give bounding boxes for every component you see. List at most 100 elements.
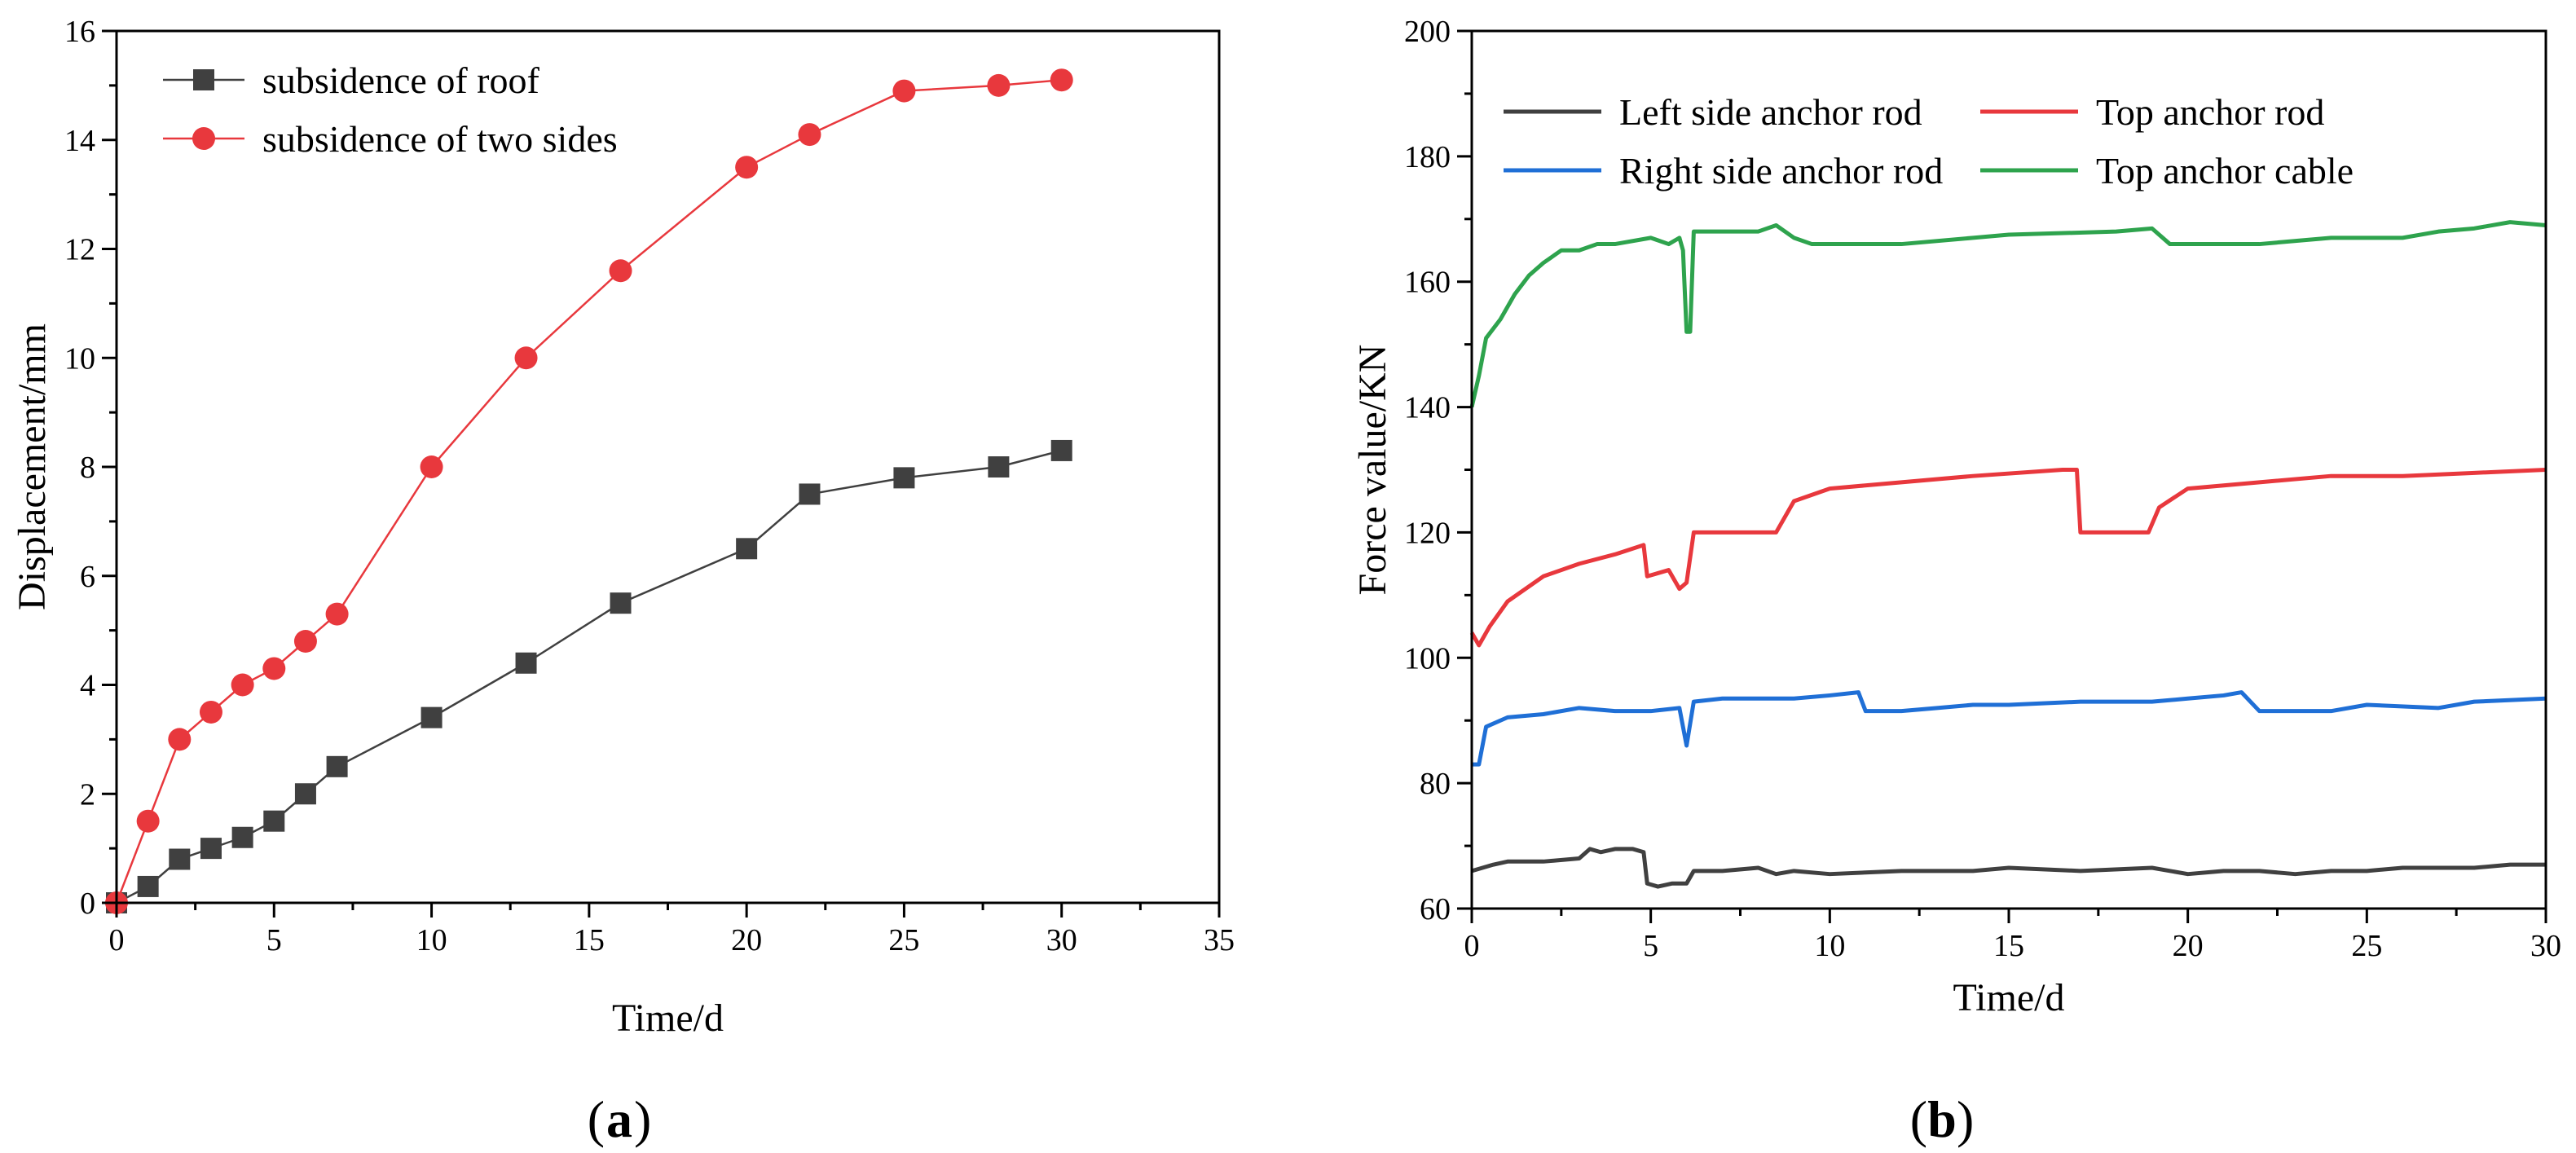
panel-a-series-subsidence-of-two-sides-point (798, 123, 821, 147)
panel-a-series-subsidence-of-two-sides-point (168, 728, 192, 751)
panel-b-x-tick-label: 0 (1464, 929, 1480, 963)
panel-b-series-right-side-anchor-rod-line (1472, 690, 2547, 767)
panel-a-x-tick-label: 0 (109, 923, 125, 957)
panel-a-series-subsidence-of-two-sides (105, 68, 1073, 914)
panel-a-axes-layer: 0 5 10 15 20 25 30 35 0 2 4 6 8 10 12 14 16 (64, 15, 1235, 957)
panel-b-y-axis-title: Force value/KN (1351, 345, 1394, 596)
panel-a-y-axis-title: Displacement/mm (11, 323, 54, 610)
panel-b-series-layer (1469, 220, 2547, 889)
panel-a-series-subsidence-of-two-sides-point (231, 673, 254, 697)
panel-b-legend-label: Left side anchor rod (1619, 91, 1922, 133)
panel-b-axes-layer: 0 5 10 15 20 25 30 60 80 100 120 140 160 180 200 (1404, 15, 2561, 963)
panel-b-legend-label: Top anchor rod (2096, 91, 2324, 133)
panel-b-series-top-anchor-rod (1469, 468, 2547, 648)
panel-a-series-subsidence-of-roof-point (421, 706, 443, 728)
panel-a-series-subsidence-of-two-sides-point (1050, 68, 1073, 92)
panel-b-legend-entry-left-side-anchor-rod: Left side anchor rod (1504, 91, 1922, 133)
panel-a-series-subsidence-of-roof-point (169, 848, 191, 870)
panel-a-series-subsidence-of-roof-point (893, 467, 915, 489)
panel-a-x-tick-label: 5 (266, 923, 282, 957)
panel-a-x-tick-label: 25 (888, 923, 919, 957)
panel-a-series-subsidence-of-roof-point (799, 483, 821, 505)
panel-a-series-subsidence-of-two-sides-line (115, 78, 1062, 904)
panel-a-legend-swatch-marker (193, 69, 214, 90)
panel-a-label-open-paren: ( (588, 1090, 605, 1148)
panel-a-legend-entry-subsidence-of-two-sides: subsidence of two sides (163, 118, 618, 160)
panel-a-series-subsidence-of-roof-point (988, 456, 1010, 477)
panel-a-series-subsidence-of-two-sides-point (987, 73, 1011, 97)
panel-b-series-left-side-anchor-rod (1471, 847, 2546, 889)
panel-b-legend-entry-top-anchor-rod: Top anchor rod (1980, 91, 2324, 133)
panel-b-x-tick-label: 5 (1643, 929, 1658, 963)
panel-a-legend-entry-subsidence-of-roof: subsidence of roof (163, 59, 539, 101)
panel-a-series-subsidence-of-roof-line (116, 449, 1063, 904)
panel-a-series-subsidence-of-two-sides-point (514, 346, 538, 370)
panel-b-y-tick-label: 140 (1404, 391, 1451, 425)
panel-a-legend-label: subsidence of roof (262, 59, 539, 101)
panel-b-series-right-side-anchor-rod (1472, 690, 2547, 767)
panel-b-label-letter: b (1927, 1090, 1957, 1148)
panel-a-x-tick-label: 30 (1046, 923, 1077, 957)
panel-b-y-tick-label: 100 (1404, 641, 1451, 676)
panel-b-series-top-anchor-rod-line (1469, 468, 2547, 648)
panel-a-label-letter: a (606, 1090, 632, 1148)
panel-b-x-tick-label: 10 (1814, 929, 1845, 963)
panel-a-series-subsidence-of-roof-point (231, 826, 253, 848)
panel-a-series-subsidence-of-two-sides-point (136, 809, 160, 833)
panel-a-y-tick-label: 2 (80, 777, 95, 812)
panel-b-series-top-anchor-cable (1469, 220, 2547, 408)
panel-a-y-tick-label: 14 (64, 124, 95, 158)
panel-a-series-subsidence-of-two-sides-point (262, 657, 286, 680)
panel-a-y-tick-label: 8 (80, 451, 95, 485)
panel-a-x-axis-title: Time/d (612, 997, 724, 1040)
panel-a-y-tick-label: 12 (64, 233, 95, 267)
panel-a-series-subsidence-of-two-sides-point (609, 259, 632, 283)
panel-a-series-subsidence-of-two-sides-point (325, 602, 349, 626)
panel-a-series-subsidence-of-two-sides-point (420, 455, 443, 478)
panel-a-chart: 0 5 10 15 20 25 30 35 0 2 4 6 8 10 12 14 16 subsidence o… (11, 15, 1235, 1148)
panel-b-y-tick-label: 180 (1404, 140, 1451, 174)
panel-b-series-top-anchor-cable-line (1469, 220, 2547, 408)
panel-a-x-tick-label: 10 (416, 923, 447, 957)
panel-b-y-tick-label: 160 (1404, 266, 1451, 300)
panel-a-legend-swatch-marker (192, 127, 215, 150)
panel-a-legend-label: subsidence of two sides (262, 118, 618, 160)
panel-a-series-subsidence-of-two-sides-point (735, 156, 759, 179)
panel-a-series-subsidence-of-two-sides-point (293, 630, 317, 653)
panel-a-series-subsidence-of-roof-point (610, 592, 632, 614)
panel-a-x-tick-label: 20 (731, 923, 762, 957)
panel-b-y-tick-label: 80 (1420, 767, 1451, 801)
panel-b-x-tick-label: 20 (2173, 929, 2204, 963)
panel-b-y-tick-label: 120 (1404, 516, 1451, 550)
panel-a-y-tick-label: 16 (64, 15, 95, 49)
panel-b-x-tick-label: 15 (1993, 929, 2024, 963)
panel-b-chart: 0 5 10 15 20 25 30 60 80 100 120 140 160 180 200 Left … (1351, 15, 2561, 1148)
panel-b-x-tick-label: 30 (2530, 929, 2561, 963)
panel-a-y-tick-label: 0 (80, 887, 95, 921)
panel-b-legend: Left side anchor rod Top anchor rod Right … (1504, 91, 2354, 191)
panel-b-legend-label: Top anchor cable (2096, 150, 2354, 191)
panel-b-label: ( b ) (1910, 1090, 1975, 1148)
panel-b-legend-entry-right-side-anchor-rod: Right side anchor rod (1504, 150, 1943, 191)
panel-a-series-subsidence-of-roof-point (515, 652, 537, 674)
panel-b-y-tick-label: 60 (1420, 892, 1451, 926)
panel-b-label-open-paren: ( (1910, 1090, 1927, 1148)
panel-a-y-tick-label: 6 (80, 560, 95, 594)
panel-a-y-tick-label: 4 (80, 669, 95, 703)
panel-a-label: ( a ) (588, 1090, 652, 1148)
panel-b-label-close-paren: ) (1957, 1090, 1974, 1148)
panel-b-x-tick-label: 25 (2351, 929, 2382, 963)
panel-a-series-subsidence-of-roof-point (736, 538, 758, 560)
panel-a-y-tick-label: 10 (64, 341, 95, 376)
panel-a-x-tick-label: 35 (1204, 923, 1235, 957)
panel-a-series-subsidence-of-two-sides-point (892, 79, 916, 103)
panel-a-series-subsidence-of-roof-point (263, 810, 285, 832)
panel-a-series-subsidence-of-roof-point (1050, 439, 1072, 461)
panel-a-label-close-paren: ) (634, 1090, 651, 1148)
panel-a-series-subsidence-of-roof-point (200, 838, 222, 860)
panel-b-legend-entry-top-anchor-cable: Top anchor cable (1980, 150, 2354, 191)
panel-a-series-subsidence-of-roof-point (137, 875, 159, 897)
panel-a-series-subsidence-of-roof-point (326, 755, 348, 777)
